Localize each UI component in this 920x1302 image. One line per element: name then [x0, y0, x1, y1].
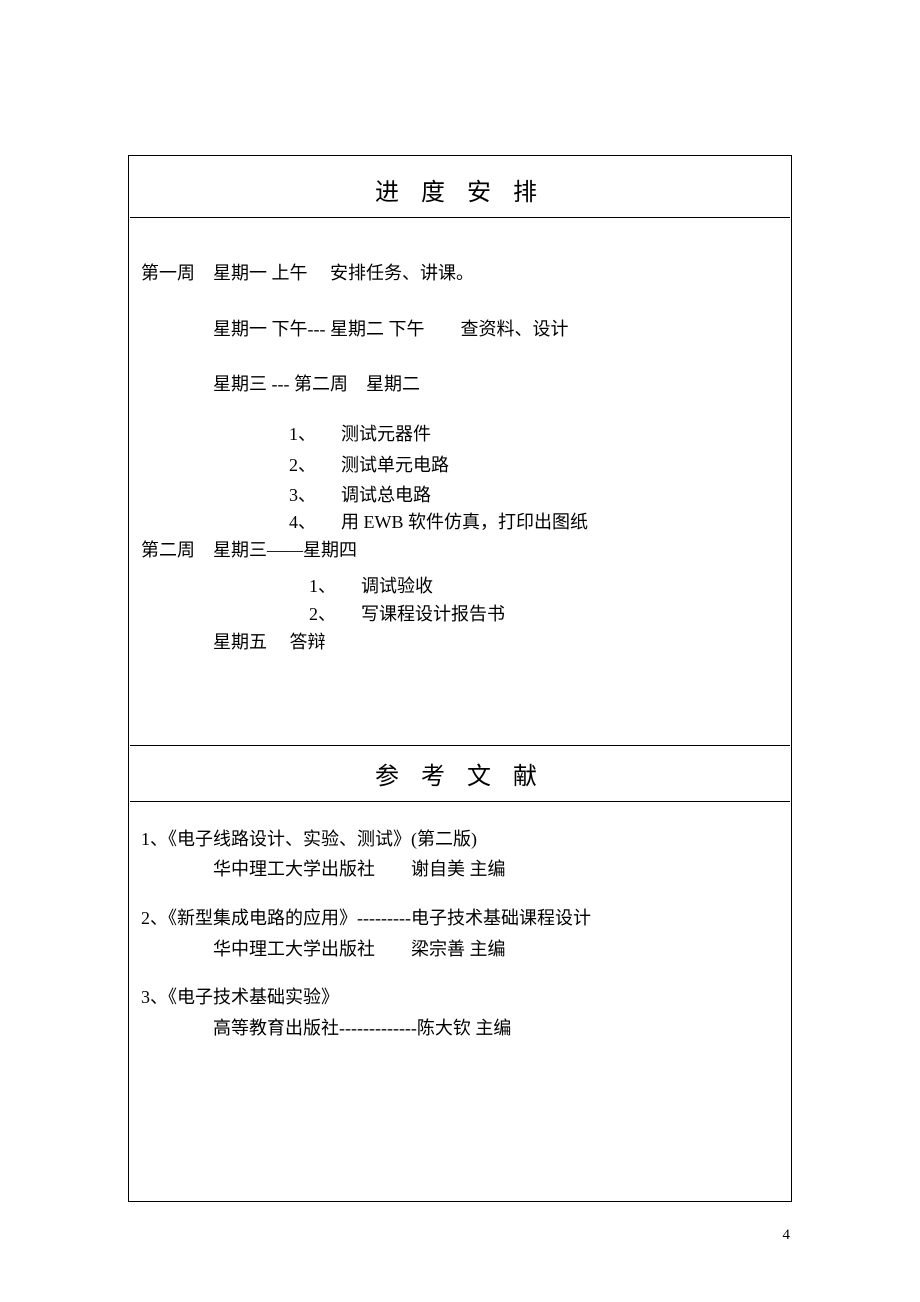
list-item: 2、 写课程设计报告书 — [309, 601, 779, 629]
schedule-row: 第一周 星期一 上午 安排任务、讲课。 — [141, 258, 779, 290]
document-frame: 进 度 安 排 第一周 星期一 上午 安排任务、讲课。 星期一 下午--- 星期… — [128, 155, 792, 1202]
schedule-row: 星期三 --- 第二周 星期二 — [141, 369, 779, 401]
schedule-row: 星期五 答辩 — [141, 629, 779, 657]
reference-item: 3、《电子技术基础实验》 高等教育出版社-------------陈大钦 主编 — [141, 982, 779, 1043]
list-text: 调试总电路 — [341, 482, 431, 510]
schedule-row: 第二周 星期三——星期四 — [141, 537, 779, 565]
schedule-numbered-list-2: 1、 调试验收 2、 写课程设计报告书 — [141, 573, 779, 629]
list-item: 2、 测试单元电路 — [289, 450, 779, 482]
list-item: 4、 用 EWB 软件仿真，打印出图纸 — [289, 509, 779, 537]
list-item: 1、 调试验收 — [309, 573, 779, 601]
list-text: 测试单元电路 — [341, 450, 449, 482]
list-item: 3、 调试总电路 — [289, 482, 779, 510]
references-title: 参 考 文 献 — [129, 746, 791, 801]
reference-line1: 2、《新型集成电路的应用》---------电子技术基础课程设计 — [141, 903, 779, 934]
list-number: 2、 — [289, 450, 341, 482]
references-body: 1、《电子线路设计、实验、测试》(第二版) 华中理工大学出版社 谢自美 主编 2… — [129, 802, 791, 1202]
spacer — [141, 409, 779, 419]
list-number: 1、 — [309, 573, 361, 601]
schedule-row: 星期一 下午--- 星期二 下午 查资料、设计 — [141, 314, 779, 346]
list-number: 2、 — [309, 601, 361, 629]
reference-item: 2、《新型集成电路的应用》---------电子技术基础课程设计 华中理工大学出… — [141, 903, 779, 964]
list-text: 调试验收 — [361, 573, 433, 601]
reference-line2: 华中理工大学出版社 梁宗善 主编 — [141, 934, 779, 965]
reference-item: 1、《电子线路设计、实验、测试》(第二版) 华中理工大学出版社 谢自美 主编 — [141, 824, 779, 885]
page-body: 进 度 安 排 第一周 星期一 上午 安排任务、讲课。 星期一 下午--- 星期… — [0, 0, 920, 1202]
list-text: 用 EWB 软件仿真，打印出图纸 — [341, 509, 588, 537]
list-item: 1、 测试元器件 — [289, 419, 779, 451]
reference-line1: 3、《电子技术基础实验》 — [141, 982, 779, 1013]
schedule-numbered-list-1: 1、 测试元器件 2、 测试单元电路 3、 调试总电路 4、 用 EWB 软件仿… — [141, 419, 779, 538]
reference-line2: 华中理工大学出版社 谢自美 主编 — [141, 854, 779, 885]
reference-line2: 高等教育出版社-------------陈大钦 主编 — [141, 1013, 779, 1044]
list-number: 4、 — [289, 509, 341, 537]
list-number: 3、 — [289, 482, 341, 510]
spacer — [141, 353, 779, 369]
schedule-title: 进 度 安 排 — [129, 156, 791, 217]
spacer — [141, 298, 779, 314]
list-number: 1、 — [289, 419, 341, 451]
page-number: 4 — [783, 1227, 791, 1244]
list-text: 测试元器件 — [341, 419, 431, 451]
reference-line1: 1、《电子线路设计、实验、测试》(第二版) — [141, 824, 779, 855]
schedule-body: 第一周 星期一 上午 安排任务、讲课。 星期一 下午--- 星期二 下午 查资料… — [129, 218, 791, 745]
list-text: 写课程设计报告书 — [361, 601, 505, 629]
